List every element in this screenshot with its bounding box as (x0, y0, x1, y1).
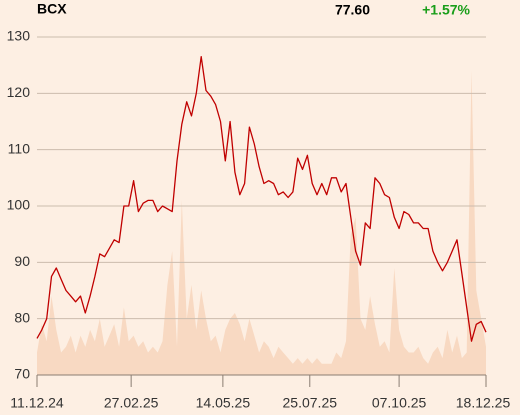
volume-area (37, 70, 486, 376)
price: 77.60 (335, 2, 370, 18)
change: +1.57% (422, 2, 470, 18)
y-tick-label: 70 (14, 366, 30, 382)
y-tick-label: 130 (7, 28, 31, 44)
x-tick-label: 14.05.25 (196, 395, 251, 411)
y-tick-label: 120 (7, 84, 31, 100)
y-tick-label: 100 (7, 197, 31, 213)
x-tick-label: 27.02.25 (104, 395, 159, 411)
x-tick-label: 18.12.25 (456, 395, 511, 411)
x-tick-label: 11.12.24 (10, 395, 64, 411)
x-tick-label: 25.07.25 (283, 395, 338, 411)
symbol: BCX (37, 1, 67, 17)
y-tick-label: 110 (8, 140, 31, 156)
y-tick-label: 90 (14, 253, 30, 269)
x-tick-label: 07.10.25 (372, 395, 427, 411)
price-line (36, 56, 487, 342)
y-tick-label: 80 (14, 309, 30, 325)
